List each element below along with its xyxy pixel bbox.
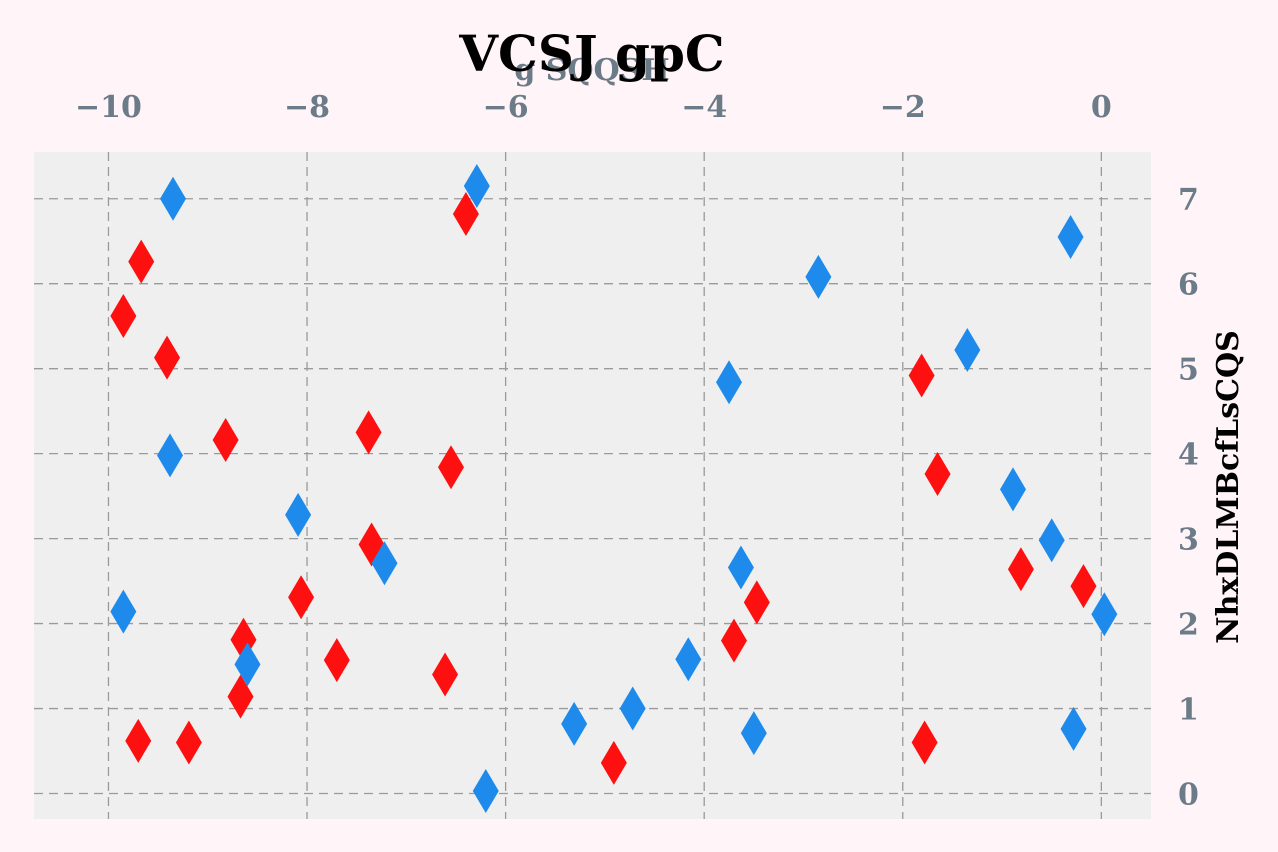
blue-diamond-point: [110, 589, 137, 634]
grid-lines: [34, 152, 1151, 819]
blue-diamond-point: [463, 163, 490, 208]
blue-diamond-point: [1038, 518, 1065, 563]
red-diamond-point: [1070, 564, 1097, 609]
red-diamond-point: [600, 740, 627, 785]
y-tick-label: 0: [1178, 778, 1199, 813]
blue-diamond-point: [740, 711, 767, 756]
blue-diamond-point: [1091, 592, 1118, 637]
x-axis-ticks: −10 −8 −6 −4 −2 0: [75, 90, 1112, 125]
red-diamond-point: [323, 638, 350, 683]
red-diamond-point: [1007, 547, 1034, 592]
blue-diamond-point: [472, 768, 499, 813]
red-diamond-point: [911, 720, 938, 765]
x-tick-label: −10: [75, 90, 142, 125]
blue-diamond-point: [371, 541, 398, 586]
red-diamond-point: [432, 652, 459, 697]
red-diamond-point: [212, 418, 239, 463]
y-tick-label: 6: [1178, 268, 1199, 303]
x-tick-label: 0: [1091, 90, 1112, 125]
blue-diamond-point: [1060, 706, 1087, 751]
x-axis-label: g SQQSH: [514, 53, 669, 88]
blue-diamond-point: [619, 686, 646, 731]
y-tick-label: 4: [1178, 438, 1199, 473]
blue-diamond-point: [805, 254, 832, 299]
blue-diamond-point: [999, 467, 1026, 512]
blue-diamond-point: [561, 701, 588, 746]
blue-diamond-point: [727, 545, 754, 590]
blue-diamond-point: [675, 637, 702, 682]
blue-diamond-point: [157, 433, 184, 478]
x-tick-label: −6: [483, 90, 529, 125]
red-diamond-point: [924, 452, 951, 497]
red-diamond-point: [128, 239, 155, 284]
y-tick-label: 5: [1178, 353, 1199, 388]
red-diamond-point: [175, 720, 202, 765]
red-diamond-point: [288, 575, 315, 620]
chart-title: VCSJ gpC: [458, 24, 724, 83]
red-diamond-point: [452, 192, 479, 237]
y-axis-label: NhxDLMBcfLsCQS: [1211, 330, 1246, 644]
y-tick-label: 2: [1178, 608, 1199, 643]
y-tick-label: 3: [1178, 523, 1199, 558]
red-diamond-point: [110, 293, 137, 338]
red-diamond-point: [438, 445, 465, 490]
plot-area: [34, 152, 1151, 819]
red-diamond-point: [743, 580, 770, 625]
blue-diamond-point: [1057, 214, 1084, 259]
blue-diamond-point: [160, 176, 187, 221]
y-tick-label: 7: [1178, 183, 1199, 218]
y-tick-label: 1: [1178, 693, 1199, 728]
x-tick-label: −8: [284, 90, 330, 125]
x-tick-label: −4: [681, 90, 727, 125]
blue-diamond-point: [285, 492, 312, 537]
blue-diamond-point: [716, 360, 743, 405]
red-diamond-point: [227, 674, 254, 719]
data-points: [110, 163, 1118, 813]
red-diamond-point: [125, 718, 152, 763]
y-axis-ticks: 0 1 2 3 4 5 6 7: [1178, 183, 1199, 813]
red-diamond-point: [355, 410, 382, 455]
x-tick-label: −2: [880, 90, 926, 125]
red-diamond-point: [720, 618, 747, 663]
blue-diamond-point: [954, 327, 981, 372]
red-diamond-point: [154, 335, 181, 380]
blue-diamond-point: [234, 642, 261, 687]
red-diamond-point: [908, 353, 935, 398]
